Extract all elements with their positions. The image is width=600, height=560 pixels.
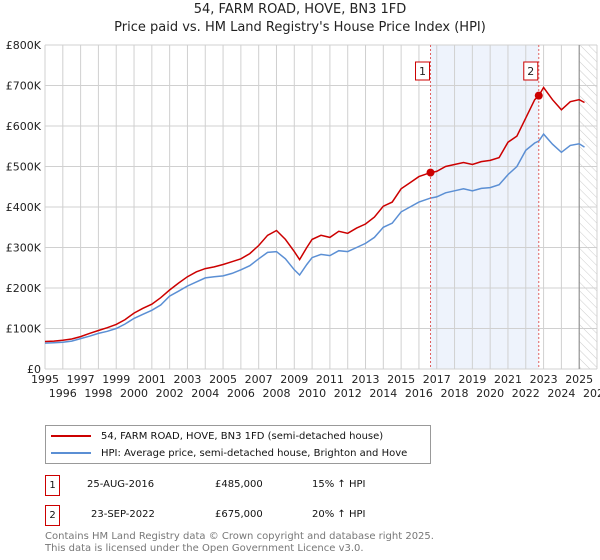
legend-swatch-blue <box>51 452 91 454</box>
x-tick-label: 2007 <box>245 373 273 386</box>
legend-item-hpi: HPI: Average price, semi-detached house,… <box>51 446 407 460</box>
y-tick-label: £100K <box>6 323 42 336</box>
x-tick-label: 2011 <box>316 373 344 386</box>
chart-title-line1: 54, FARM ROAD, HOVE, BN3 1FD <box>193 2 407 17</box>
x-tick-label: 2004 <box>191 387 219 400</box>
series-line <box>44 132 585 344</box>
y-tick-label: £800K <box>6 39 42 52</box>
x-tick-label: 2010 <box>298 387 326 400</box>
x-tick-label: 2016 <box>405 387 433 400</box>
transaction-row: 1 25-AUG-2016 £485,000 15% ↑ HPI <box>45 475 445 496</box>
chart-title-line2: Price paid vs. HM Land Registry's House … <box>114 20 486 35</box>
x-tick-label: 1996 <box>49 387 77 400</box>
x-tick-label: 2023 <box>530 373 558 386</box>
annotation-box <box>415 61 431 81</box>
x-tick-label: 2009 <box>280 373 308 386</box>
x-tick-label: 2024 <box>547 387 575 400</box>
sale-point <box>534 91 543 100</box>
annotation-label: 2 <box>527 65 534 78</box>
legend-item-property: 54, FARM ROAD, HOVE, BN3 1FD (semi-detac… <box>51 429 383 443</box>
x-tick-label: 2001 <box>138 373 166 386</box>
x-tick-label: 2017 <box>423 373 451 386</box>
x-tick-label: 1997 <box>67 373 95 386</box>
footer: Contains HM Land Registry data © Crown c… <box>45 531 434 555</box>
x-tick-label: 2000 <box>120 387 148 400</box>
x-tick-label: 2019 <box>458 373 486 386</box>
footer-line2: This data is licensed under the Open Gov… <box>45 543 364 554</box>
x-tick-label: 2021 <box>494 373 522 386</box>
y-tick-label: £0 <box>27 363 41 376</box>
y-tick-label: £400K <box>6 201 42 214</box>
x-tick-label: 2022 <box>512 387 540 400</box>
price-chart: 1 219951996199719981999200020012002200320… <box>6 39 600 400</box>
transaction-date: 23-SEP-2022 <box>91 509 155 520</box>
sale-point <box>426 168 435 177</box>
transaction-delta: 15% ↑ HPI <box>312 479 366 490</box>
x-tick-label: 2018 <box>441 387 469 400</box>
x-tick-label: 1998 <box>84 387 112 400</box>
x-tick-label: 2013 <box>352 373 380 386</box>
x-tick-label: 2012 <box>334 387 362 400</box>
transaction-number-badge: 1 <box>45 475 60 496</box>
x-tick-label: 2020 <box>476 387 504 400</box>
y-tick-label: £700K <box>6 80 42 93</box>
annotation-label: 1 <box>419 65 426 78</box>
transaction-date: 25-AUG-2016 <box>87 479 155 490</box>
y-tick-label: £600K <box>6 120 42 133</box>
transaction-price: £675,000 <box>215 509 263 520</box>
x-tick-label: 2008 <box>262 387 290 400</box>
y-tick-label: £300K <box>6 242 42 255</box>
transaction-price: £485,000 <box>215 479 263 490</box>
series-line <box>44 86 585 343</box>
footer-line1: Contains HM Land Registry data © Crown c… <box>45 531 434 542</box>
legend-swatch-red <box>51 435 91 437</box>
x-tick-label: 2006 <box>227 387 255 400</box>
x-tick-label: 1999 <box>102 373 130 386</box>
annotation-box <box>523 61 539 81</box>
x-tick-label: 2015 <box>387 373 415 386</box>
legend: 54, FARM ROAD, HOVE, BN3 1FD (semi-detac… <box>45 425 431 464</box>
x-tick-label: 2025 <box>565 373 593 386</box>
transaction-number-badge: 2 <box>45 505 60 526</box>
transaction-delta: 20% ↑ HPI <box>312 509 366 520</box>
transaction-row: 2 23-SEP-2022 £675,000 20% ↑ HPI <box>45 505 445 526</box>
y-tick-label: £200K <box>6 282 42 295</box>
x-tick-label: 2026 <box>583 387 600 400</box>
x-tick-label: 2014 <box>369 387 397 400</box>
legend-label: 54, FARM ROAD, HOVE, BN3 1FD (semi-detac… <box>101 430 384 442</box>
x-tick-label: 1995 <box>31 373 59 386</box>
legend-label: HPI: Average price, semi-detached house,… <box>101 447 408 459</box>
y-tick-label: £500K <box>6 161 42 174</box>
x-tick-label: 2005 <box>209 373 237 386</box>
x-tick-label: 2003 <box>173 373 201 386</box>
x-tick-label: 2002 <box>156 387 184 400</box>
